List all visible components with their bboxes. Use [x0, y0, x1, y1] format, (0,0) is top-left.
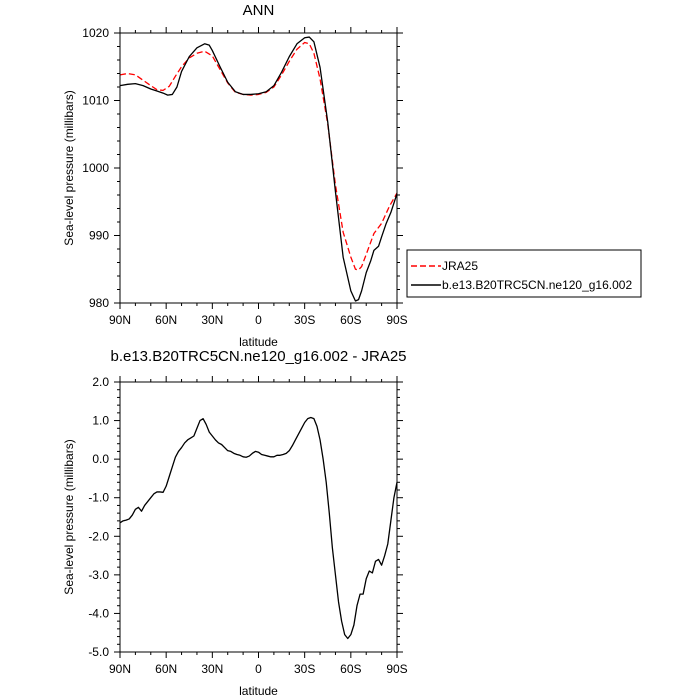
- bottom-plot-frame: [119, 381, 398, 653]
- bottom-y-tick-label: -5.0: [88, 645, 109, 659]
- top-x-tick-label: 60N: [155, 313, 177, 327]
- bottom-x-tick-label: 30S: [294, 662, 315, 676]
- bottom-y-tick-label: 2.0: [92, 375, 109, 389]
- bottom-panel: b.e13.B20TRC5CN.ne120_g16.002 - JRA25 Se…: [62, 348, 408, 698]
- bottom-y-tick-label: -3.0: [88, 568, 109, 582]
- top-chart-title: ANN: [243, 2, 275, 19]
- legend-label-jra25: JRA25: [442, 259, 478, 273]
- top-panel: ANN Sea-level pressure (millibars) latit…: [62, 2, 408, 349]
- bottom-y-tick-label: -4.0: [88, 606, 109, 620]
- bottom-y-tick-label: -1.0: [88, 491, 109, 505]
- top-y-axis-label: Sea-level pressure (millibars): [62, 90, 76, 245]
- top-y-tick-label: 990: [89, 229, 109, 243]
- bottom-y-tick-label: 1.0: [92, 414, 109, 428]
- bottom-x-tick-label: 90S: [386, 662, 407, 676]
- bottom-y-tick-label: -2.0: [88, 529, 109, 543]
- bottom-x-tick-label: 30N: [201, 662, 223, 676]
- top-series-line-0: [119, 41, 398, 271]
- bottom-series-line-0: [119, 416, 398, 640]
- top-tick-labels: 90N 60N 30N 0 30S 60S 90S 980 990 1000 1010 1020: [82, 26, 407, 327]
- bottom-chart-title: b.e13.B20TRC5CN.ne120_g16.002 - JRA25: [110, 348, 406, 365]
- bottom-series: [119, 416, 398, 640]
- top-x-tick-label: 30S: [294, 313, 315, 327]
- bottom-x-tick-label: 60S: [340, 662, 361, 676]
- legend-label-model: b.e13.B20TRC5CN.ne120_g16.002: [442, 278, 632, 292]
- top-series: [119, 36, 398, 302]
- top-ticks: [114, 27, 403, 309]
- top-x-axis-label: latitude: [239, 335, 278, 349]
- top-x-tick-label: 90N: [109, 313, 131, 327]
- bottom-ticks: [114, 376, 403, 658]
- bottom-x-tick-label: 90N: [109, 662, 131, 676]
- top-x-tick-label: 0: [255, 313, 262, 327]
- bottom-x-tick-label: 60N: [155, 662, 177, 676]
- top-series-line-1: [119, 36, 398, 302]
- top-x-tick-label: 30N: [201, 313, 223, 327]
- bottom-x-tick-label: 0: [255, 662, 262, 676]
- legend: JRA25 b.e13.B20TRC5CN.ne120_g16.002: [406, 249, 642, 298]
- top-x-tick-label: 90S: [386, 313, 407, 327]
- top-y-tick-label: 1010: [82, 94, 109, 108]
- top-y-tick-label: 1020: [82, 26, 109, 40]
- bottom-tick-labels: 90N 60N 30N 0 30S 60S 90S 2.0 1.0 0.0 -1.0 -2.0 -3.0…: [88, 375, 407, 676]
- top-x-tick-label: 60S: [340, 313, 361, 327]
- top-plot-frame: [119, 32, 398, 304]
- bottom-y-axis-label: Sea-level pressure (millibars): [62, 439, 76, 594]
- top-y-tick-label: 1000: [82, 161, 109, 175]
- top-y-tick-label: 980: [89, 296, 109, 310]
- bottom-y-tick-label: 0.0: [92, 452, 109, 466]
- legend-box: [406, 249, 642, 298]
- bottom-x-axis-label: latitude: [239, 684, 278, 698]
